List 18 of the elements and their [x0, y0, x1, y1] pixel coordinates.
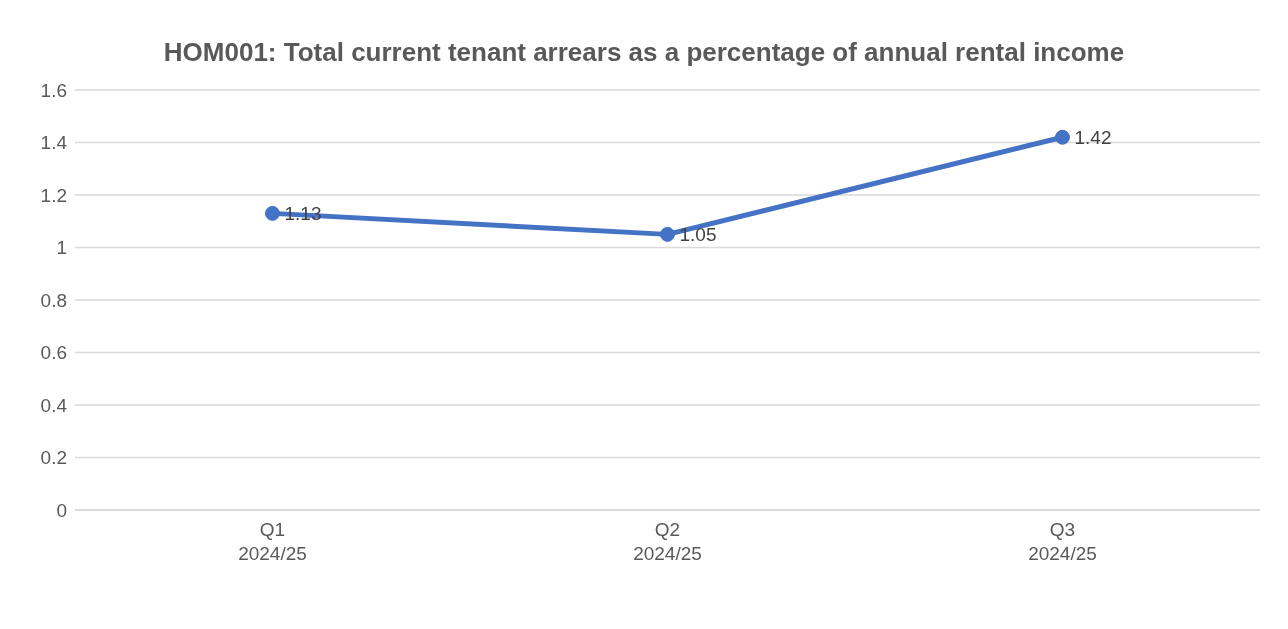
y-tick-label: 0	[56, 499, 67, 521]
x-tick-label: Q2 2024/25	[633, 519, 702, 564]
y-tick-label: 0.4	[40, 394, 68, 416]
chart-title: HOM001: Total current tenant arrears as a percentage of annual rental income	[162, 36, 1126, 69]
data-label: 1.05	[679, 224, 717, 246]
y-tick-label: 1	[56, 237, 67, 259]
x-tick-label: Q1 2024/25	[238, 519, 307, 564]
y-tick-label: 1.6	[40, 79, 67, 101]
y-tick-label: 0.2	[40, 447, 67, 469]
y-tick-label: 1.2	[40, 184, 67, 206]
point	[265, 205, 280, 221]
y-tick-label: 1.4	[40, 132, 68, 154]
y-tick-label: 0.6	[40, 342, 67, 364]
point	[660, 226, 675, 242]
y-tick-label: 0.8	[40, 289, 67, 311]
x-tick-label: Q3 2024/25	[1028, 519, 1097, 564]
point	[1055, 129, 1070, 145]
data-label: 1.42	[1074, 127, 1112, 149]
